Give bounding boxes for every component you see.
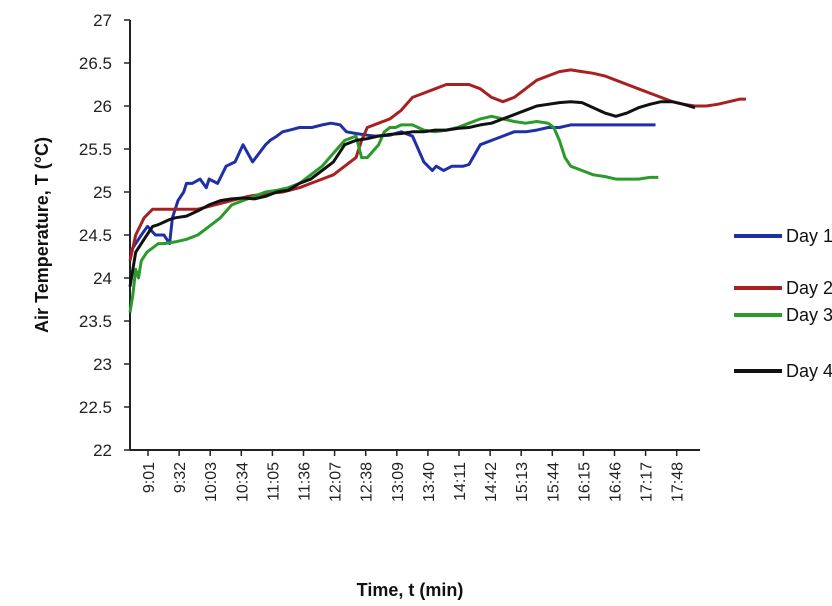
y-tick-label: 26	[93, 97, 112, 116]
x-axis-title: Time, t (min)	[357, 580, 464, 600]
legend: Day 1 Day 2 Day 3 Day 4	[734, 226, 832, 381]
x-tick-label: 9:32	[172, 462, 189, 493]
y-tick-label: 24.5	[79, 226, 112, 245]
y-tick-label: 23.5	[79, 312, 112, 331]
x-tick-label: 12:07	[328, 462, 345, 502]
y-tick-label: 22.5	[79, 398, 112, 417]
x-tick-label: 13:09	[390, 462, 407, 502]
legend-label: Day 1	[786, 226, 832, 246]
y-tick-label: 25.5	[79, 140, 112, 159]
y-axis-title: Air Temperature, T (°C)	[32, 137, 52, 333]
y-tick-label: 27	[93, 11, 112, 30]
x-tick-label: 11:36	[297, 462, 314, 501]
x-tick-label: 16:15	[576, 462, 593, 502]
x-tick-label: 11:05	[265, 462, 282, 501]
legend-label: Day 4	[786, 361, 832, 381]
y-tick-labels: 22 22.5 23 23.5 24 24.5 25 25.5 26 26.5 27	[79, 11, 130, 460]
series-line-day-3	[128, 114, 659, 313]
x-tick-label: 13:40	[421, 462, 438, 502]
x-tick-label: 17:48	[670, 462, 687, 502]
x-tick-labels: 9:01 9:32 10:03 10:34 11:05 11:36 12:07 12:38 13…	[141, 450, 687, 502]
y-tick-label: 26.5	[79, 54, 112, 73]
series-line-day-4	[128, 100, 696, 287]
series-line-day-1	[128, 121, 656, 254]
legend-label: Day 2	[786, 278, 832, 298]
y-tick-label: 22	[93, 441, 112, 460]
x-tick-label: 17:17	[639, 462, 656, 502]
x-tick-label: 16:46	[608, 462, 625, 502]
x-tick-label: 12:38	[359, 462, 376, 502]
legend-label: Day 3	[786, 305, 832, 325]
x-tick-label: 14:11	[452, 462, 469, 501]
x-tick-label: 14:42	[483, 462, 500, 502]
x-tick-label: 10:34	[234, 462, 251, 502]
x-tick-label: 9:01	[141, 462, 158, 493]
y-tick-label: 23	[93, 355, 112, 374]
series-lines	[128, 68, 746, 313]
series-line-day-2	[128, 68, 746, 262]
x-tick-label: 15:13	[514, 462, 531, 502]
x-tick-label: 15:44	[545, 462, 562, 502]
y-tick-label: 24	[93, 269, 112, 288]
y-tick-label: 25	[93, 183, 112, 202]
x-tick-label: 10:03	[203, 462, 220, 502]
